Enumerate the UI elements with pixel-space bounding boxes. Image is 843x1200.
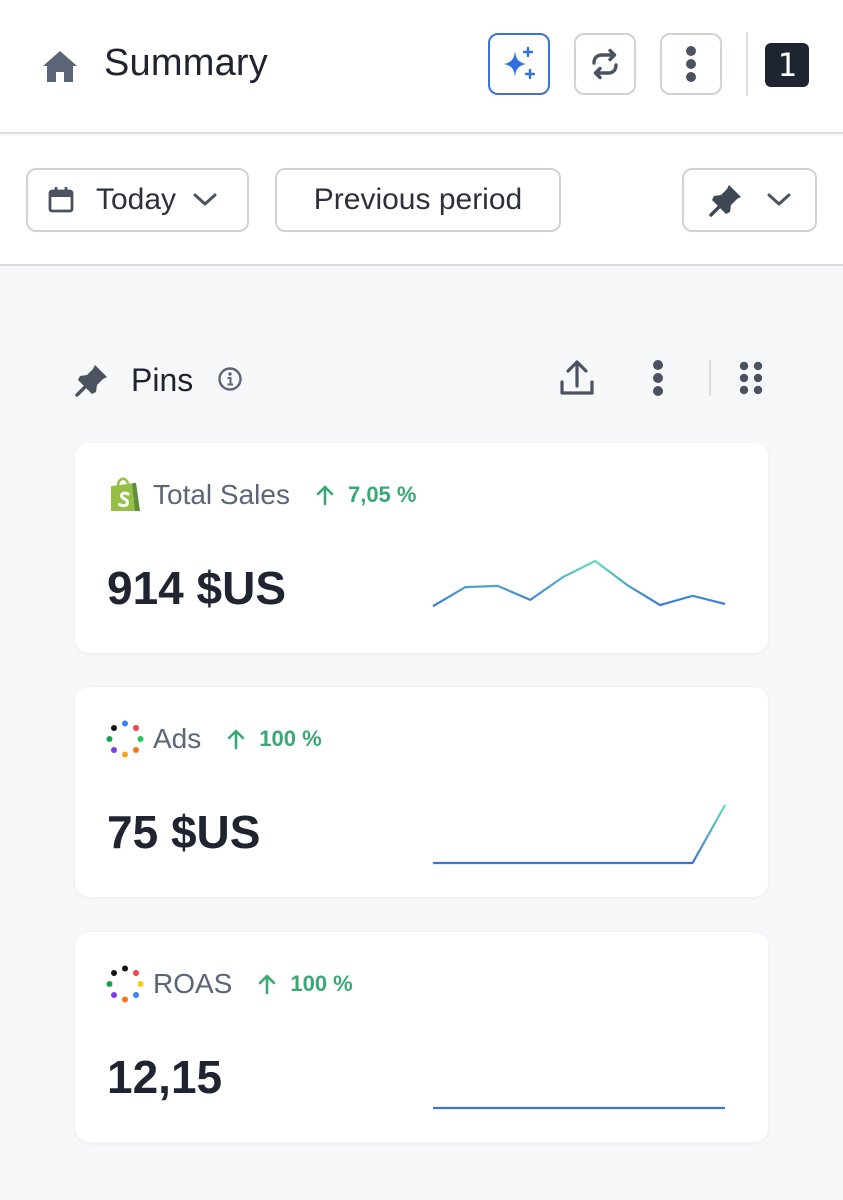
card-title: Total Sales	[153, 479, 290, 510]
sparkles-icon	[504, 46, 536, 80]
date-range-dropdown[interactable]: Today	[26, 168, 249, 232]
upload-icon[interactable]	[557, 358, 597, 398]
trend-value: 100 %	[259, 726, 322, 751]
trend-value: 7,05 %	[347, 482, 417, 507]
home-icon[interactable]	[40, 48, 80, 86]
date-range-label: Today	[96, 183, 177, 216]
pin-icon	[75, 365, 107, 397]
chevron-down-icon	[767, 193, 790, 206]
pins-section-header: Pins	[0, 340, 843, 420]
compare-period-button[interactable]: Previous period	[275, 168, 561, 232]
sparkline-series	[432, 559, 726, 608]
more-options-button[interactable]	[660, 33, 722, 95]
pins-title: Pins	[131, 362, 194, 398]
arrow-up-icon	[227, 729, 245, 750]
card-title: Ads	[153, 723, 202, 754]
sparkline	[432, 559, 726, 608]
drag-grid-icon[interactable]	[737, 360, 765, 396]
ai-assistant-button[interactable]	[488, 33, 550, 95]
metric-value: 75 $US	[107, 806, 261, 858]
card-title: ROAS	[153, 968, 233, 999]
top-bar: Summary 1	[0, 0, 843, 134]
header-divider	[746, 32, 748, 96]
sparkline-series	[433, 804, 726, 865]
multicolor-dots-logo-icon	[106, 720, 144, 758]
sparkline	[433, 1106, 725, 1110]
trend-badge: 7,05 %	[316, 482, 417, 508]
metric-card-ads[interactable]: Ads 100 % 75 $US	[75, 687, 768, 897]
metric-card-roas[interactable]: ROAS 100 % 12,15	[75, 932, 768, 1142]
filter-bar: Today Previous period	[0, 136, 843, 266]
chevron-down-icon	[193, 193, 217, 206]
metric-card-total-sales[interactable]: Total Sales 7,05 % 914 $US	[75, 443, 768, 653]
metric-value: 12,15	[107, 1051, 223, 1103]
page-title: Summary	[104, 42, 268, 84]
info-icon[interactable]	[217, 366, 243, 392]
sparkline	[433, 804, 726, 865]
multicolor-dots-logo-icon	[106, 965, 144, 1003]
refresh-button[interactable]	[574, 33, 636, 95]
more-vertical-icon[interactable]	[648, 358, 668, 398]
sync-icon	[592, 48, 618, 80]
arrow-up-icon	[316, 485, 334, 506]
trend-badge: 100 %	[258, 971, 353, 997]
more-vertical-icon	[686, 46, 696, 82]
pin-icon	[708, 185, 741, 217]
count-badge[interactable]: 1	[765, 43, 809, 87]
shopify-logo-icon	[111, 477, 140, 511]
trend-value: 100 %	[290, 971, 353, 996]
metric-value: 914 $US	[107, 562, 287, 614]
arrow-up-icon	[259, 974, 276, 995]
calendar-icon	[48, 187, 74, 213]
pin-dropdown[interactable]	[682, 168, 817, 232]
pins-divider	[709, 360, 711, 396]
trend-badge: 100 %	[227, 726, 322, 752]
